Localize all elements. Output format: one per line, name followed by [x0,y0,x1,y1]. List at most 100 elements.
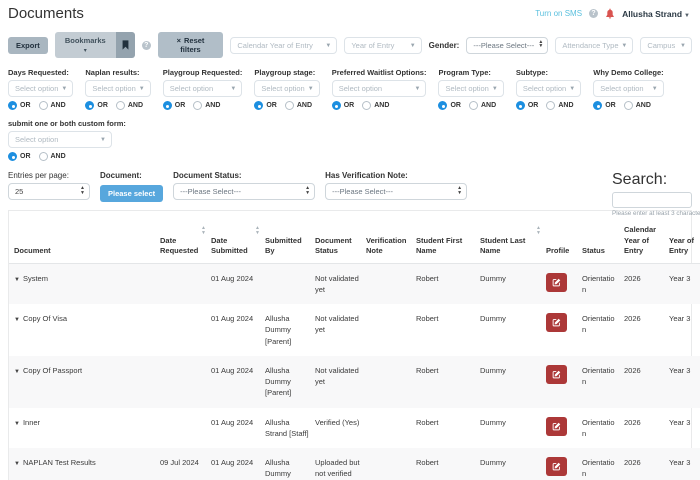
filter-label: Naplan results: [85,68,150,77]
status-cell: Orientation [579,408,621,449]
filter-select[interactable]: Select option▼ [438,80,503,97]
sort-icon[interactable]: ▲▼ [536,226,541,235]
and-radio[interactable]: AND [39,152,66,161]
status-cell: Orientation [579,304,621,356]
or-radio[interactable]: OR [516,101,539,110]
year-of-entry-select[interactable]: Year of Entry▼ [344,37,421,54]
chevron-down-icon: ▼ [410,43,416,49]
turn-on-sms-link[interactable]: Turn on SMS [535,9,582,18]
col-header-calendar-year-of-entry: Calendar Year of Entry [621,211,666,263]
profile-cell [543,356,579,408]
student-first-name-cell: Robert [413,304,477,356]
or-radio[interactable]: OR [8,152,31,161]
and-radio[interactable]: AND [469,101,496,110]
calendar-year-of-entry-select[interactable]: Calendar Year of Entry▼ [230,37,337,54]
profile-edit-button[interactable] [546,273,567,292]
updown-arrows-icon: ▲▼ [457,186,462,195]
document-cell[interactable]: ▼NAPLAN Test Results [9,448,157,480]
chevron-down-icon: ▼ [569,86,575,92]
col-header-document: Document [9,211,157,263]
or-radio[interactable]: OR [438,101,461,110]
filter-select[interactable]: Select option▼ [85,80,150,97]
chevron-down-icon: ▼ [14,317,20,323]
chevron-down-icon: ▼ [308,86,314,92]
calendar-year-of-entry-cell: 2026 [621,263,666,304]
profile-cell [543,448,579,480]
updown-arrows-icon: ▲▼ [305,186,310,195]
has-verification-note-select[interactable]: ---Please Select---▲▼ [325,183,467,200]
document-status-cell: Not validated yet [312,304,363,356]
export-button[interactable]: Export [8,37,48,54]
search-input[interactable] [612,192,692,208]
entries-per-page-select[interactable]: 25▲▼ [8,183,90,200]
or-radio[interactable]: OR [332,101,355,110]
chevron-down-icon: ▼ [61,86,67,92]
calendar-year-of-entry-cell: 2026 [621,448,666,480]
col-header-date-requested[interactable]: Date Requested▲▼ [157,211,208,263]
document-cell[interactable]: ▼Copy Of Visa [9,304,157,356]
chevron-down-icon: ▼ [230,86,236,92]
submitted-by-cell: Allusha Dummy [Parent] [262,448,312,480]
col-header-student-last-name[interactable]: Student Last Name▲▼ [477,211,543,263]
notifications-bell-icon[interactable] [605,8,615,19]
bookmark-icon[interactable] [116,32,135,58]
filter-select[interactable]: Select option▼ [332,80,427,97]
chevron-down-icon: ▼ [621,43,627,49]
document-status-select[interactable]: ---Please Select---▲▼ [173,183,315,200]
document-cell[interactable]: ▼System [9,263,157,304]
profile-edit-button[interactable] [546,457,567,476]
filter-select[interactable]: Select option▼ [254,80,319,97]
sms-help-icon[interactable]: ? [589,9,598,18]
or-radio[interactable]: OR [254,101,277,110]
sort-icon[interactable]: ▲▼ [201,226,206,235]
document-cell[interactable]: ▼Copy Of Passport [9,356,157,408]
bookmarks-help-icon[interactable]: ? [142,41,151,50]
custom-form-select[interactable]: Select option▼ [8,131,112,148]
year-of-entry-cell: Year 3 [666,304,700,356]
filter-label: Subtype: [516,68,581,77]
bookmarks-dropdown-button[interactable]: Bookmarks ▾ [55,32,116,58]
col-header-document-status: Document Status [312,211,363,263]
col-header-date-submitted[interactable]: Date Submitted▲▼ [208,211,262,263]
profile-edit-button[interactable] [546,417,567,436]
and-radio[interactable]: AND [285,101,312,110]
and-radio[interactable]: AND [362,101,389,110]
document-label: Document: [100,171,163,180]
reset-filters-button[interactable]: ×Reset filters [158,32,224,58]
profile-edit-button[interactable] [546,365,567,384]
user-menu[interactable]: Allusha Strand▼ [622,9,690,19]
attendance-type-select[interactable]: Attendance Type▼ [555,37,633,54]
document-cell[interactable]: ▼Inner [9,408,157,449]
or-radio[interactable]: OR [593,101,616,110]
or-radio[interactable]: OR [163,101,186,110]
chevron-down-icon: ▼ [652,86,658,92]
campus-select[interactable]: Campus▼ [640,37,692,54]
and-radio[interactable]: AND [624,101,651,110]
filter-select[interactable]: Select option▼ [593,80,663,97]
filter-group: Program Type: Select option▼ OR AND [438,68,503,110]
filter-select[interactable]: Select option▼ [516,80,581,97]
date-requested-cell [157,304,208,356]
or-radio[interactable]: OR [85,101,108,110]
and-radio[interactable]: AND [39,101,66,110]
or-radio[interactable]: OR [8,101,31,110]
filter-select[interactable]: Select option▼ [8,80,73,97]
and-radio[interactable]: AND [546,101,573,110]
filter-select[interactable]: Select option▼ [163,80,243,97]
controls-row: Entries per page: 25▲▼ Document: Please … [8,171,692,202]
and-radio[interactable]: AND [193,101,220,110]
verification-note-cell [363,263,413,304]
chevron-down-icon: ▼ [680,43,686,49]
filter-label: Days Requested: [8,68,73,77]
custom-form-filter: submit one or both custom form: Select o… [8,119,692,161]
profile-edit-button[interactable] [546,313,567,332]
student-first-name-cell: Robert [413,263,477,304]
document-please-select-button[interactable]: Please select [100,185,163,202]
top-bar: Documents Turn on SMS ? Allusha Strand▼ [0,0,700,22]
search-label: Search: [612,171,692,189]
submitted-by-cell [262,263,312,304]
gender-select[interactable]: ---Please Select---▲▼ [466,37,548,54]
table-row: ▼System 01 Aug 2024 Not validated yet Ro… [9,263,700,304]
sort-icon[interactable]: ▲▼ [255,226,260,235]
and-radio[interactable]: AND [116,101,143,110]
